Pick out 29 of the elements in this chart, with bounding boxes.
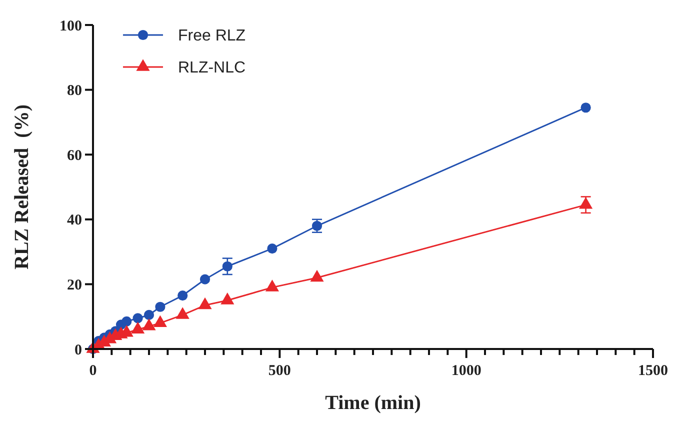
point <box>312 220 322 231</box>
point <box>142 318 156 330</box>
y-tick-label: 100 <box>60 18 82 34</box>
y-axis-title: RLZ Released (%) <box>11 104 33 270</box>
y-tick-label: 20 <box>67 277 82 294</box>
point <box>222 261 232 272</box>
point <box>122 316 132 326</box>
legend-label: Free RLZ <box>178 28 246 45</box>
x-tick-label: 500 <box>268 363 291 379</box>
y-tick-label: 0 <box>74 342 82 358</box>
point <box>155 302 166 312</box>
x-tick-label: 1500 <box>638 363 668 379</box>
y-tick-label: 40 <box>67 212 82 229</box>
point <box>265 280 279 292</box>
legend-label: RLZ-NLC <box>178 60 246 77</box>
x-axis-title: Time (min) <box>325 392 421 414</box>
point <box>580 102 591 113</box>
point <box>267 244 278 254</box>
point <box>200 274 210 284</box>
y-tick-label: 60 <box>67 148 82 164</box>
point <box>310 270 324 282</box>
point <box>153 315 167 328</box>
y-tick-label: 80 <box>67 83 82 100</box>
point <box>220 292 234 304</box>
x-tick-label: 1000 <box>451 363 482 379</box>
point <box>176 307 190 319</box>
point <box>198 297 212 310</box>
x-tick-label: 0 <box>89 363 97 379</box>
point <box>131 322 145 334</box>
